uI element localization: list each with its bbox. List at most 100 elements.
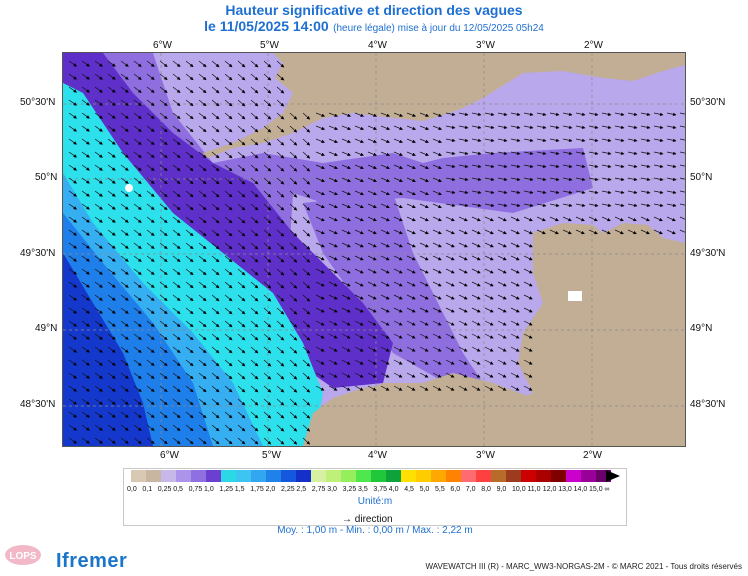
direction-arrow	[120, 164, 129, 171]
wave-map[interactable]	[62, 52, 686, 447]
direction-arrow	[185, 138, 194, 146]
direction-arrow	[302, 190, 311, 198]
direction-arrow	[68, 372, 77, 379]
direction-arrow	[627, 177, 638, 182]
direction-arrow	[224, 255, 233, 263]
direction-arrow	[198, 190, 207, 198]
direction-arrow	[81, 216, 90, 223]
scale-swatch	[206, 470, 221, 482]
lat-label-left: 50°30'N	[20, 97, 56, 108]
direction-arrow	[276, 242, 285, 250]
direction-arrow	[211, 385, 220, 393]
direction-arrow	[367, 307, 377, 313]
lat-label-left: 49°N	[35, 323, 58, 334]
direction-arrow	[146, 411, 155, 418]
direction-arrow	[146, 216, 155, 223]
direction-arrow	[666, 177, 677, 182]
direction-arrow	[289, 242, 298, 250]
direction-arrow	[484, 294, 494, 300]
direction-arrow	[679, 151, 685, 154]
scale-swatch	[341, 470, 356, 482]
direction-arrow	[523, 125, 534, 130]
direction-arrow	[458, 359, 468, 365]
direction-arrow	[211, 216, 220, 224]
direction-arrow	[510, 242, 520, 248]
direction-arrow	[367, 164, 377, 170]
direction-arrow	[302, 424, 311, 432]
direction-arrow	[510, 151, 521, 156]
direction-arrow	[250, 255, 259, 263]
direction-arrow	[380, 138, 390, 143]
direction-arrow	[445, 125, 456, 130]
direction-arrow	[146, 294, 155, 301]
direction-arrow	[81, 385, 90, 392]
direction-arrow	[68, 307, 77, 314]
direction-arrow	[315, 333, 325, 339]
direction-arrow	[627, 203, 638, 208]
direction-arrow	[68, 60, 77, 67]
direction-arrow	[133, 333, 142, 340]
direction-arrow	[302, 411, 311, 419]
direction-arrow	[276, 60, 285, 68]
direction-arrow	[523, 333, 533, 339]
direction-arrow	[237, 255, 246, 263]
direction-arrow	[393, 385, 403, 391]
direction-arrow	[224, 346, 233, 354]
direction-arrow	[198, 424, 207, 432]
direction-arrow	[276, 164, 285, 172]
direction-arrow	[185, 242, 194, 250]
direction-arrow	[237, 216, 246, 224]
direction-arrow	[224, 151, 233, 159]
direction-arrow	[224, 333, 233, 341]
direction-arrow	[328, 372, 338, 378]
direction-arrow	[237, 333, 246, 341]
direction-arrow	[237, 437, 246, 445]
direction-arrow	[445, 164, 456, 169]
direction-arrow	[406, 164, 416, 170]
direction-arrow	[315, 294, 325, 300]
direction-arrow	[133, 99, 142, 106]
direction-arrow	[237, 190, 246, 198]
direction-arrow	[406, 385, 416, 391]
direction-arrow	[94, 151, 103, 158]
direction-arrow	[237, 138, 246, 146]
direction-arrow	[276, 255, 285, 263]
direction-arrow	[237, 151, 246, 159]
direction-arrow	[185, 320, 194, 328]
direction-arrow	[497, 177, 508, 182]
direction-arrow	[276, 424, 285, 432]
direction-arrow	[406, 346, 416, 352]
direction-arrow	[81, 73, 90, 80]
direction-arrow	[432, 203, 442, 209]
direction-arrow	[380, 216, 390, 222]
direction-arrow	[276, 73, 285, 81]
scale-tick-label: 11,0	[527, 486, 541, 493]
direction-arrow	[276, 294, 285, 302]
direction-arrow	[536, 125, 547, 130]
direction-arrow	[289, 125, 298, 133]
direction-arrow	[562, 164, 573, 169]
direction-arrow	[185, 73, 194, 81]
direction-arrow	[523, 112, 534, 117]
direction-arrow	[263, 320, 272, 328]
direction-arrow	[211, 255, 220, 263]
direction-arrow	[68, 294, 77, 301]
direction-arrow	[523, 346, 533, 352]
direction-arrow	[614, 203, 625, 208]
direction-arrow	[523, 190, 534, 195]
direction-arrow	[601, 177, 612, 182]
direction-arrow	[237, 320, 246, 328]
direction-arrow	[81, 268, 90, 275]
direction-arrow	[94, 294, 103, 301]
direction-arrow	[523, 216, 533, 222]
direction-arrow	[497, 294, 507, 300]
direction-arrow	[497, 112, 508, 117]
direction-arrow	[640, 190, 651, 195]
direction-arrow	[133, 411, 142, 418]
scale-swatch	[266, 470, 281, 482]
direction-arrow	[601, 112, 612, 117]
direction-arrow	[172, 333, 181, 341]
direction-arrow	[328, 268, 338, 274]
direction-arrow	[380, 164, 390, 170]
direction-arrow	[653, 203, 664, 208]
